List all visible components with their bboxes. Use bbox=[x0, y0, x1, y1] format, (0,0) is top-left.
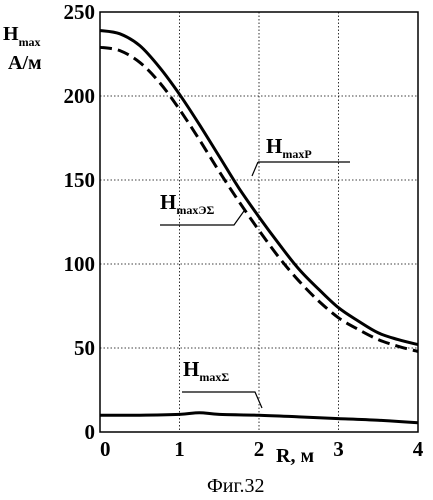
x-tick-label: 1 bbox=[174, 437, 185, 461]
series-label-hmaxs-leader bbox=[182, 392, 262, 408]
x-tick-label: 3 bbox=[333, 437, 344, 461]
svg-text:HmaxP: HmaxP bbox=[266, 134, 312, 161]
series-label-hmaxp-sub: maxP bbox=[282, 147, 311, 161]
x-tick-label: 0 bbox=[100, 437, 111, 461]
y-axis-label-main: H bbox=[3, 23, 19, 45]
series-label-hmaxp: HmaxP bbox=[252, 134, 350, 176]
y-tick-label: 0 bbox=[85, 420, 96, 444]
y-tick-label: 200 bbox=[64, 84, 96, 108]
x-tick-label: 2 bbox=[254, 437, 265, 461]
series-line-hmaxs bbox=[100, 413, 418, 423]
series-label-hmaxp-main: H bbox=[266, 134, 282, 158]
x-axis-label: R, м bbox=[276, 445, 314, 467]
svg-text:HmaxΣ: HmaxΣ bbox=[183, 357, 229, 384]
series-label-hmaxs-sub: maxΣ bbox=[199, 370, 229, 384]
x-tick-labels: 0 1 2 3 4 bbox=[100, 437, 424, 461]
y-tick-label: 50 bbox=[74, 336, 95, 360]
series-label-hmaxs: HmaxΣ bbox=[182, 357, 262, 408]
svg-text:HmaxЭΣ: HmaxЭΣ bbox=[160, 190, 214, 217]
y-axis-unit: А/м bbox=[8, 52, 42, 74]
y-tick-label: 100 bbox=[64, 252, 96, 276]
series-label-hmaxes-sub: maxЭΣ bbox=[176, 203, 214, 217]
y-axis-label: Hmax bbox=[3, 23, 41, 49]
y-tick-labels: 0 50 100 150 200 250 bbox=[64, 0, 96, 444]
series-label-hmaxes-main: H bbox=[160, 190, 176, 214]
x-tick-label: 4 bbox=[413, 437, 424, 461]
grid-lines bbox=[100, 12, 418, 432]
series-label-hmaxes: HmaxЭΣ bbox=[160, 190, 244, 225]
y-tick-label: 150 bbox=[64, 168, 96, 192]
series-label-hmaxp-pointer bbox=[252, 162, 258, 176]
y-tick-label: 250 bbox=[64, 0, 96, 24]
series-label-hmaxs-main: H bbox=[183, 357, 199, 381]
y-axis-label-sub: max bbox=[19, 35, 41, 49]
figure-caption: Фиг.32 bbox=[207, 475, 264, 497]
